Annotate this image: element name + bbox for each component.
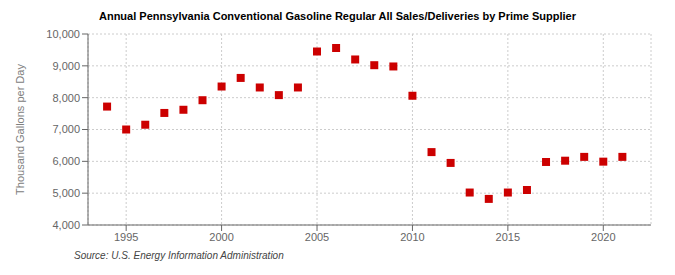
svg-text:5,000: 5,000 bbox=[52, 187, 80, 199]
svg-text:2010: 2010 bbox=[400, 231, 424, 243]
svg-text:2000: 2000 bbox=[209, 231, 233, 243]
svg-text:2005: 2005 bbox=[305, 231, 329, 243]
svg-text:4,000: 4,000 bbox=[52, 219, 80, 231]
html-text:Annual Pennsylvania Convention: Annual Pennsylvania Conventional Gasolin… bbox=[99, 10, 576, 22]
html-text:Source: U.S. Energy Informatio: Source: U.S. Energy Information Administ… bbox=[74, 250, 284, 261]
svg-text:2015: 2015 bbox=[496, 231, 520, 243]
svg-text:8,000: 8,000 bbox=[52, 92, 80, 104]
svg-text:1995: 1995 bbox=[114, 231, 138, 243]
svg-text:10,000: 10,000 bbox=[46, 28, 80, 40]
svg-text:2020: 2020 bbox=[591, 231, 615, 243]
svg-text:7,000: 7,000 bbox=[52, 123, 80, 135]
svg-text:9,000: 9,000 bbox=[52, 60, 80, 72]
svg-text:6,000: 6,000 bbox=[52, 155, 80, 167]
svg-text:Thousand Gallons per Day: Thousand Gallons per Day bbox=[14, 64, 26, 195]
